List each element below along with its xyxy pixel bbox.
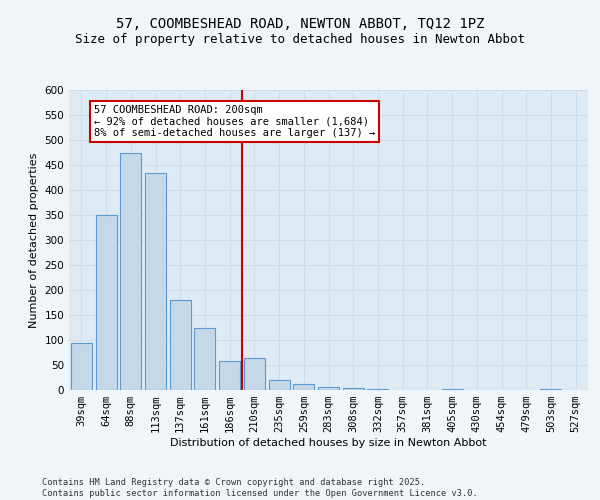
Bar	[293, 384, 314, 390]
Text: 57 COOMBESHEAD ROAD: 200sqm
← 92% of detached houses are smaller (1,684)
8% of s: 57 COOMBESHEAD ROAD: 200sqm ← 92% of det…	[94, 105, 375, 138]
Bar	[541, 389, 562, 390]
Text: Size of property relative to detached houses in Newton Abbot: Size of property relative to detached ho…	[75, 32, 525, 46]
Text: Contains HM Land Registry data © Crown copyright and database right 2025.
Contai: Contains HM Land Registry data © Crown c…	[42, 478, 478, 498]
Bar	[442, 388, 463, 390]
Bar	[145, 172, 166, 390]
Bar	[343, 388, 364, 390]
X-axis label: Distribution of detached houses by size in Newton Abbot: Distribution of detached houses by size …	[170, 438, 487, 448]
Bar	[95, 215, 116, 390]
Bar	[71, 342, 92, 390]
Bar	[367, 389, 388, 390]
Bar	[120, 152, 141, 390]
Bar	[318, 386, 339, 390]
Bar	[244, 358, 265, 390]
Y-axis label: Number of detached properties: Number of detached properties	[29, 152, 39, 328]
Bar	[219, 361, 240, 390]
Bar	[269, 380, 290, 390]
Bar	[194, 328, 215, 390]
Text: 57, COOMBESHEAD ROAD, NEWTON ABBOT, TQ12 1PZ: 57, COOMBESHEAD ROAD, NEWTON ABBOT, TQ12…	[116, 18, 484, 32]
Bar	[170, 300, 191, 390]
